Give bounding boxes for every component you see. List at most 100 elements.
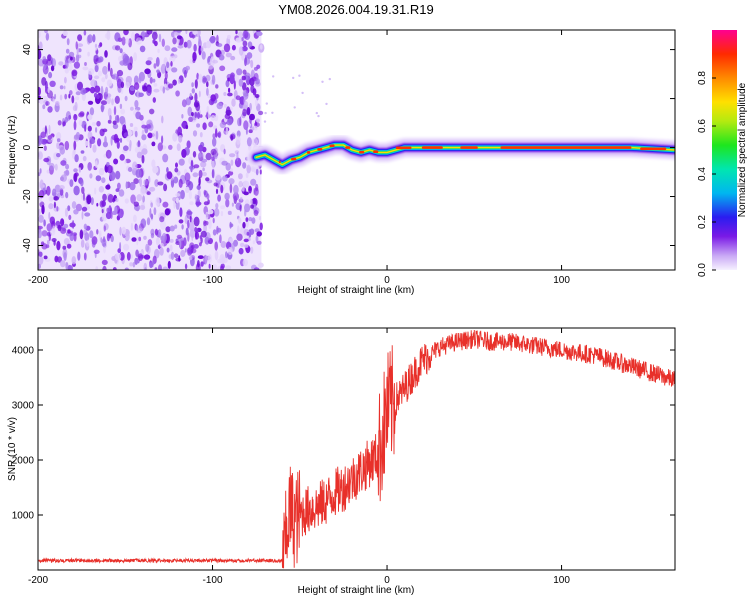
noise-blob xyxy=(185,227,189,236)
noise-blob xyxy=(75,131,80,139)
noise-blob xyxy=(45,33,49,41)
noise-blob xyxy=(256,64,261,70)
noise-blob xyxy=(94,187,97,195)
noise-blob xyxy=(246,107,251,116)
noise-blob xyxy=(108,205,112,215)
noise-blob xyxy=(136,236,139,246)
noise-blob xyxy=(112,123,119,130)
noise-blob xyxy=(242,82,247,91)
noise-blob xyxy=(192,51,197,62)
noise-blob xyxy=(210,148,217,156)
noise-blob xyxy=(124,55,130,66)
noise-blob xyxy=(220,205,226,210)
noise-blob xyxy=(136,194,143,202)
noise-blob xyxy=(179,207,183,218)
noise-blob xyxy=(53,196,59,201)
noise-blob xyxy=(136,89,139,98)
noise-blob xyxy=(230,159,234,166)
noise-blob xyxy=(186,39,192,49)
noise-blob xyxy=(188,221,195,232)
noise-blob xyxy=(127,167,133,172)
noise-blob xyxy=(128,131,132,136)
noise-blob xyxy=(39,179,44,190)
noise-blob xyxy=(242,162,247,169)
noise-blob xyxy=(169,55,176,63)
noise-region xyxy=(38,30,331,270)
noise-blob xyxy=(211,156,215,161)
noise-blob xyxy=(69,233,75,242)
noise-blob xyxy=(235,37,242,43)
noise-blob xyxy=(201,51,206,60)
noise-blob xyxy=(83,223,88,230)
noise-blob xyxy=(258,110,264,116)
noise-blob xyxy=(161,38,165,47)
signal-hot-core xyxy=(291,157,297,161)
noise-blob xyxy=(201,158,208,163)
noise-blob xyxy=(43,255,48,260)
noise-blob xyxy=(47,106,53,113)
noise-blob xyxy=(151,260,155,266)
noise-blob xyxy=(84,124,87,132)
noise-blob xyxy=(71,95,75,104)
noise-blob xyxy=(183,237,187,247)
noise-blob xyxy=(171,67,178,73)
noise-blob xyxy=(123,145,129,151)
signal-hot-core xyxy=(500,146,632,149)
noise-blob xyxy=(95,127,98,133)
signal-hot-core xyxy=(373,150,379,153)
colorbar-label: Normalized spectral amplitude xyxy=(737,82,748,217)
noise-blob xyxy=(147,132,153,139)
noise-blob xyxy=(77,81,83,91)
noise-blob xyxy=(38,135,42,143)
noise-blob xyxy=(206,105,210,113)
noise-blob xyxy=(204,254,208,265)
noise-blob xyxy=(173,176,179,184)
noise-blob xyxy=(75,91,81,96)
noise-blob xyxy=(59,94,63,101)
noise-blob xyxy=(106,79,113,87)
noise-blob xyxy=(176,30,182,33)
noise-blob xyxy=(235,203,239,209)
noise-blob xyxy=(237,225,240,235)
noise-blob xyxy=(196,112,201,119)
noise-blob xyxy=(67,229,71,234)
noise-blob xyxy=(246,52,253,59)
noise-blob xyxy=(149,77,153,84)
noise-blob xyxy=(199,235,202,239)
y-tick-label: -20 xyxy=(22,189,33,204)
noise-blob xyxy=(168,144,173,150)
y-tick-label: 4000 xyxy=(12,346,35,357)
noise-blob xyxy=(43,219,46,227)
spectrogram-y-ticks: -40 -20 0 20 40 xyxy=(22,44,675,253)
noise-blob xyxy=(178,178,183,188)
spectrogram-frame xyxy=(37,29,676,271)
noise-blob xyxy=(113,106,117,116)
noise-blob xyxy=(188,116,194,123)
noise-blob xyxy=(99,42,103,47)
noise-blob xyxy=(124,198,129,204)
noise-blob xyxy=(250,198,253,205)
noise-blob xyxy=(78,167,81,173)
noise-blob xyxy=(87,114,93,121)
noise-blob xyxy=(228,178,235,185)
x-tick-label: -200 xyxy=(28,575,48,586)
noise-blob xyxy=(223,103,227,108)
noise-blob xyxy=(164,208,171,216)
noise-blob xyxy=(101,77,106,83)
noise-blob xyxy=(59,185,65,190)
noise-blob xyxy=(45,244,50,249)
noise-blob xyxy=(149,208,152,218)
noise-blob xyxy=(120,81,125,89)
noise-blob xyxy=(134,146,141,154)
noise-blob xyxy=(38,263,41,269)
noise-blob xyxy=(76,43,84,48)
signal-hot-core xyxy=(345,146,351,149)
noise-blob xyxy=(178,219,184,224)
noise-blob xyxy=(239,116,242,126)
noise-blob xyxy=(136,141,141,148)
noise-blob xyxy=(54,163,58,171)
noise-blob xyxy=(255,78,260,85)
noise-blob xyxy=(135,168,142,178)
noise-blob xyxy=(52,98,55,103)
noise-blob xyxy=(64,59,69,69)
